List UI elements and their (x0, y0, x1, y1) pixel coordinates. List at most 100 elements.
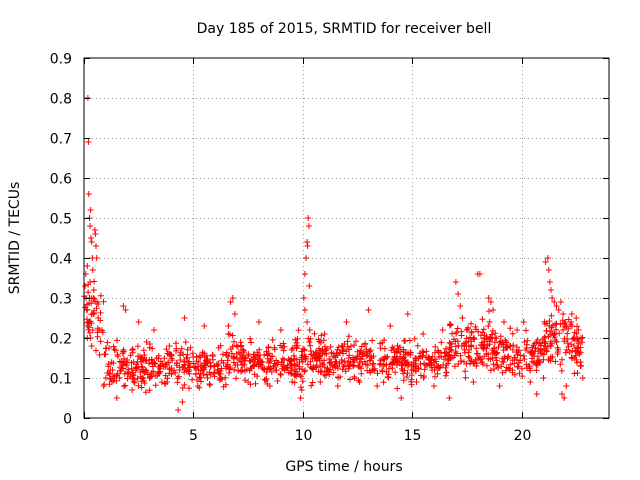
data-point (441, 356, 447, 363)
y-tick-label: 0.3 (50, 292, 72, 308)
data-point (158, 379, 165, 386)
data-point (251, 359, 258, 365)
data-point (97, 309, 104, 316)
data-point (129, 347, 136, 354)
data-point (189, 350, 196, 357)
data-point (398, 359, 405, 366)
data-point (235, 367, 242, 374)
data-point (311, 330, 318, 337)
data-point (248, 339, 255, 346)
data-point (538, 342, 544, 349)
data-point (172, 369, 179, 376)
data-point (533, 391, 540, 397)
data-point (523, 327, 529, 334)
data-point (123, 362, 130, 369)
data-point (197, 354, 204, 361)
data-point (565, 316, 572, 323)
data-point (203, 352, 210, 359)
data-point (320, 337, 327, 344)
data-point (543, 348, 550, 355)
data-point (369, 337, 376, 344)
data-point (321, 331, 328, 337)
data-point (449, 330, 456, 337)
data-point (254, 373, 261, 380)
data-point (452, 338, 459, 345)
data-point (412, 362, 419, 369)
data-point (328, 349, 335, 356)
data-point (222, 374, 229, 381)
data-point (514, 364, 521, 370)
data-point (335, 374, 342, 381)
data-point (476, 271, 483, 277)
x-tick-label: 15 (404, 428, 422, 444)
data-point (152, 361, 159, 367)
data-point (350, 355, 357, 361)
data-point (385, 374, 392, 381)
data-point (503, 364, 510, 371)
data-point (117, 367, 124, 374)
data-point (413, 363, 420, 370)
data-point (343, 319, 350, 325)
data-point (204, 356, 211, 362)
data-point (243, 366, 250, 373)
data-point (336, 360, 343, 367)
data-point (339, 343, 346, 350)
data-point (297, 372, 304, 379)
data-point (473, 326, 479, 333)
data-point (447, 340, 454, 347)
data-point (377, 345, 384, 352)
data-point (478, 355, 484, 362)
data-point (398, 395, 405, 401)
data-point (163, 346, 170, 353)
data-point (255, 352, 262, 359)
data-point (279, 365, 286, 372)
data-point (152, 382, 159, 389)
data-point (548, 312, 555, 319)
data-point (347, 376, 353, 383)
data-point (173, 360, 180, 366)
data-point (318, 368, 325, 375)
data-point (284, 365, 291, 372)
data-point (552, 358, 559, 365)
data-point (93, 347, 99, 354)
data-point (507, 325, 514, 332)
data-point (466, 354, 473, 361)
data-point (573, 330, 580, 337)
data-point (541, 318, 548, 325)
data-point (269, 336, 276, 343)
data-point (134, 343, 141, 350)
data-point (540, 375, 547, 381)
data-point (579, 334, 586, 341)
data-point (347, 343, 354, 350)
data-point (293, 339, 300, 346)
data-point (575, 327, 582, 333)
data-point (106, 371, 113, 378)
data-point (288, 370, 295, 377)
data-point (435, 347, 441, 354)
data-point (298, 354, 305, 361)
data-point (82, 283, 89, 289)
data-point (183, 355, 190, 361)
data-point (277, 327, 284, 333)
data-point (287, 356, 294, 363)
data-point (141, 369, 148, 376)
data-point (564, 340, 571, 347)
data-point (574, 344, 581, 351)
data-point (252, 380, 259, 387)
data-point (559, 391, 565, 397)
data-point (233, 375, 240, 382)
data-point (124, 371, 131, 377)
data-point (396, 356, 403, 363)
data-point (361, 341, 368, 348)
data-point (523, 361, 530, 368)
data-point (130, 371, 137, 378)
data-point (192, 364, 199, 370)
data-point (423, 348, 430, 355)
data-point (569, 347, 576, 354)
data-point (545, 333, 552, 340)
data-point (356, 364, 362, 371)
data-point (491, 366, 498, 372)
data-point (146, 360, 152, 367)
data-point (381, 337, 388, 344)
data-point (533, 367, 540, 374)
